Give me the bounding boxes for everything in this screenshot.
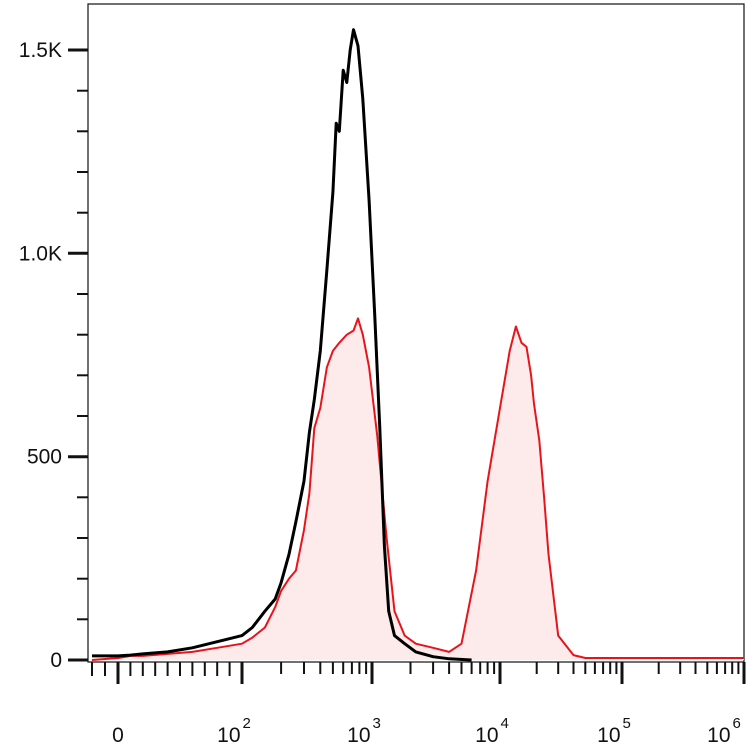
x-tick-exponent: 4 — [501, 715, 509, 732]
plot-frame — [87, 3, 745, 663]
x-tick-exponent: 3 — [373, 715, 381, 732]
x-tick-label: 0 — [112, 724, 124, 747]
x-tick-label: 105 — [597, 715, 631, 747]
x-tick-label: 104 — [475, 715, 509, 747]
y-tick-label: 500 — [27, 446, 62, 469]
series-layer — [91, 28, 744, 662]
x-tick-label: 103 — [347, 715, 381, 747]
series-1-area — [92, 318, 744, 660]
series-0-line — [92, 28, 472, 662]
y-tick-label: 1.0K — [19, 242, 62, 265]
x-tick-label: 106 — [707, 715, 741, 747]
y-tick-label: 0 — [50, 649, 62, 672]
y-tick-label: 1.5K — [19, 39, 62, 62]
x-tick-exponent: 6 — [733, 715, 741, 732]
series-1-line — [91, 317, 744, 661]
x-tick-exponent: 5 — [623, 715, 631, 732]
x-tick-exponent: 2 — [243, 715, 251, 732]
x-tick-label: 102 — [217, 715, 251, 747]
